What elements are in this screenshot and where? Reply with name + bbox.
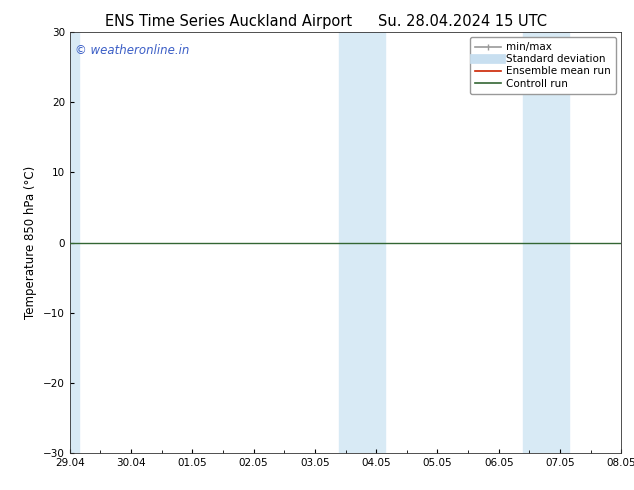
Legend: min/max, Standard deviation, Ensemble mean run, Controll run: min/max, Standard deviation, Ensemble me… — [470, 37, 616, 94]
Bar — [339, 32, 385, 453]
Y-axis label: Temperature 850 hPa (°C): Temperature 850 hPa (°C) — [25, 166, 37, 319]
Text: © weatheronline.in: © weatheronline.in — [75, 45, 190, 57]
Text: Su. 28.04.2024 15 UTC: Su. 28.04.2024 15 UTC — [378, 14, 547, 29]
Bar — [39, 32, 79, 453]
Text: ENS Time Series Auckland Airport: ENS Time Series Auckland Airport — [105, 14, 352, 29]
Bar — [523, 32, 569, 453]
